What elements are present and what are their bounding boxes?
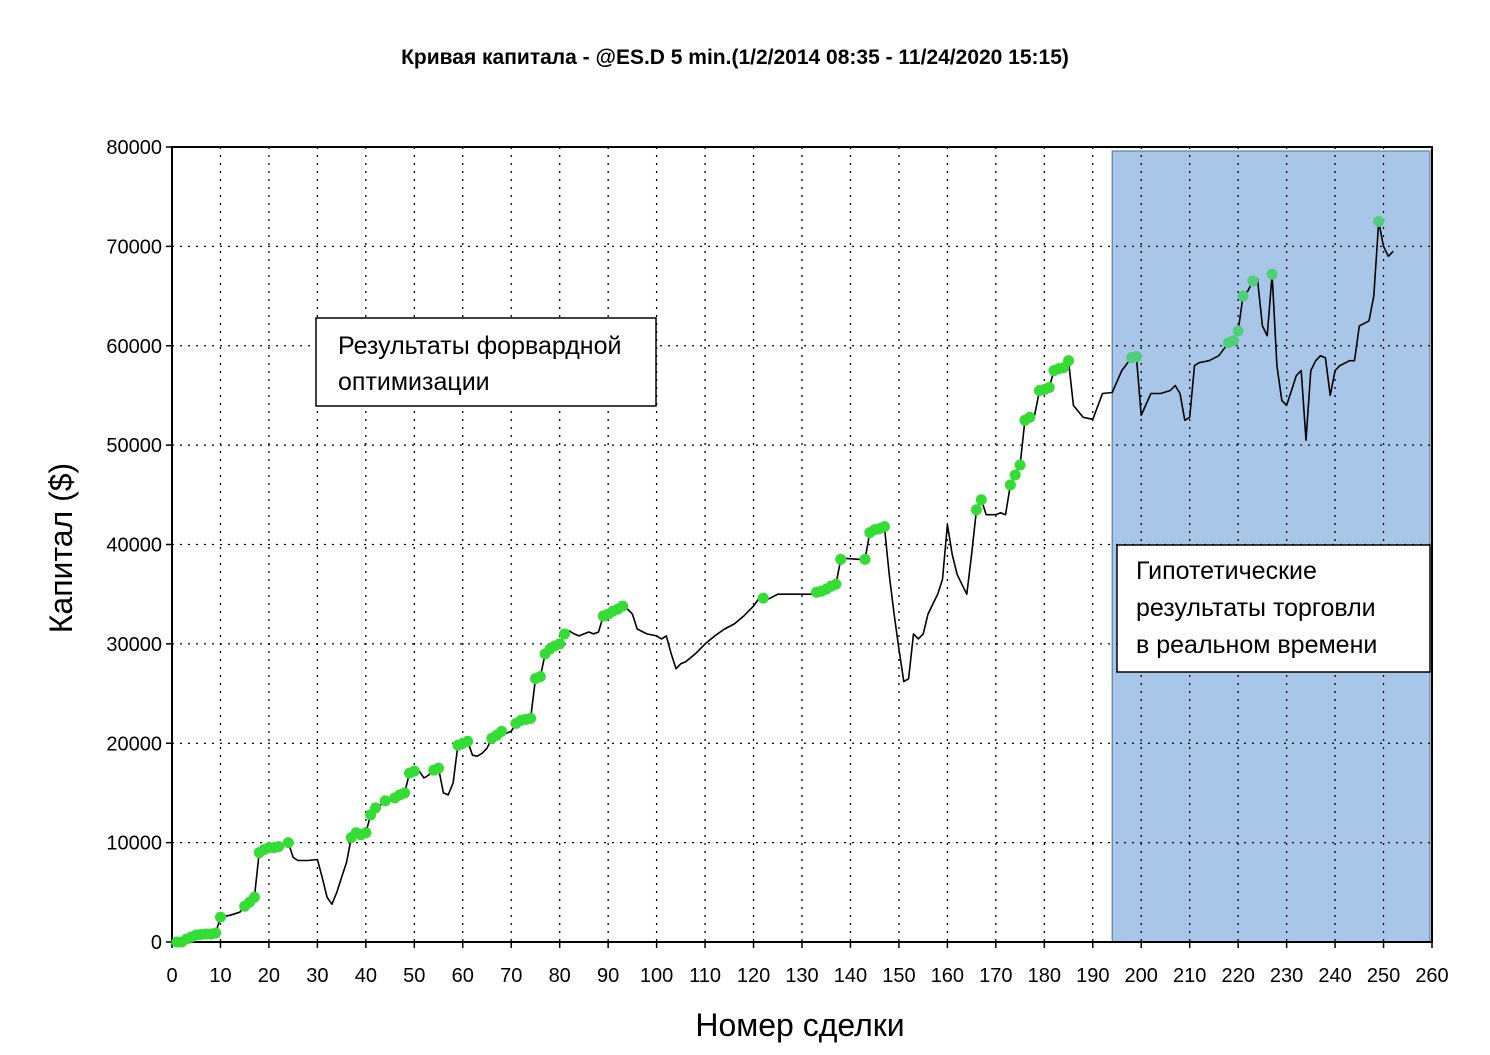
live-trade-marker (1237, 290, 1249, 302)
x-tick-label: 260 (1415, 965, 1448, 987)
x-tick-label: 90 (597, 965, 619, 987)
y-tick-label: 30000 (106, 634, 162, 656)
x-tick-label: 40 (355, 965, 377, 987)
live-trade-marker (1227, 335, 1239, 347)
x-axis-label: Номер сделки (695, 1007, 904, 1043)
x-tick-label: 230 (1270, 965, 1303, 987)
chart-title: Кривая капитала - @ES.D 5 min.(1/2/2014 … (401, 46, 1069, 69)
x-tick-label: 60 (452, 965, 474, 987)
x-tick-label: 20 (258, 965, 280, 987)
x-tick-label: 70 (500, 965, 522, 987)
annotation-box (315, 317, 657, 407)
x-tick-label: 130 (785, 965, 818, 987)
live-trade-marker (1130, 351, 1142, 363)
x-tick-label: 110 (689, 965, 721, 987)
x-tick-labels: 0 10 20 30 40 50 60 70 80 90 100 110 120 130 140 150 160… (166, 942, 1449, 987)
x-tick-label: 170 (979, 965, 1012, 987)
trade-marker (1043, 381, 1055, 393)
annotation-hypothetical-live-results: Гипотетические результаты торговли в реа… (1116, 544, 1431, 673)
annotation-line: Гипотетические (1136, 557, 1317, 585)
x-tick-label: 190 (1076, 965, 1109, 987)
trade-marker (534, 671, 546, 683)
annotation-box (1116, 544, 1431, 673)
trade-marker (370, 802, 382, 814)
live-trade-marker (1232, 325, 1244, 337)
y-tick-labels: 0 10000 20000 30000 40000 50000 60000 70000 8000… (106, 137, 172, 954)
trade-marker (214, 911, 226, 923)
trade-marker (975, 494, 987, 506)
trade-marker (1004, 479, 1016, 491)
trade-marker (757, 592, 769, 604)
x-tick-label: 80 (549, 965, 571, 987)
y-tick-label: 0 (151, 932, 162, 954)
trade-marker (273, 841, 285, 853)
trade-marker (525, 712, 537, 724)
trade-marker (433, 762, 445, 774)
x-tick-label: 210 (1173, 965, 1206, 987)
x-tick-label: 10 (209, 965, 231, 987)
x-tick-label: 250 (1367, 965, 1400, 987)
trade-marker (1009, 469, 1021, 481)
x-tick-label: 50 (403, 965, 425, 987)
y-tick-label: 10000 (106, 833, 162, 855)
trade-marker (282, 837, 294, 849)
y-tick-label: 20000 (106, 733, 162, 755)
trade-marker (248, 891, 260, 903)
live-trade-marker (1247, 275, 1259, 287)
trade-marker (379, 795, 391, 807)
trade-marker (554, 638, 566, 650)
trade-marker (617, 600, 629, 612)
trade-marker (1014, 459, 1026, 471)
trade-marker (399, 787, 411, 799)
annotation-line: в реальном времени (1136, 631, 1377, 659)
annotation-line: оптимизации (338, 368, 490, 396)
x-tick-label: 0 (166, 965, 177, 987)
annotation-line: результаты торговли (1136, 594, 1376, 622)
x-tick-label: 240 (1318, 965, 1351, 987)
trade-marker (830, 578, 842, 590)
x-tick-label: 30 (306, 965, 328, 987)
y-tick-label: 50000 (106, 435, 162, 457)
y-tick-label: 80000 (106, 137, 162, 159)
trade-marker (408, 765, 420, 777)
trade-marker (835, 553, 847, 565)
annotation-line: Результаты форвардной (338, 332, 621, 360)
trade-marker (496, 725, 508, 737)
x-tick-label: 160 (931, 965, 964, 987)
trade-marker (1024, 411, 1036, 423)
trade-marker (970, 504, 982, 516)
y-axis-label: Капитал ($) (43, 463, 79, 633)
trade-marker (360, 827, 372, 839)
x-tick-label: 220 (1221, 965, 1254, 987)
x-tick-label: 100 (640, 965, 673, 987)
y-tick-label: 40000 (106, 535, 162, 557)
x-tick-label: 200 (1125, 965, 1158, 987)
trade-marker (1063, 355, 1075, 367)
x-tick-label: 140 (834, 965, 867, 987)
live-trade-marker (1266, 268, 1278, 280)
live-trade-marker (1373, 216, 1385, 228)
y-tick-label: 60000 (106, 336, 162, 358)
trade-marker (878, 521, 890, 533)
y-tick-label: 70000 (106, 236, 162, 258)
trade-markers (171, 216, 1385, 948)
x-tick-label: 150 (882, 965, 915, 987)
x-tick-label: 120 (737, 965, 770, 987)
trade-marker (859, 553, 871, 565)
x-tick-label: 180 (1028, 965, 1061, 987)
trade-marker (559, 628, 571, 640)
trade-marker (210, 927, 222, 939)
trade-marker (462, 735, 474, 747)
annotation-forward-optimization: Результаты форвардной оптимизации (315, 317, 657, 407)
